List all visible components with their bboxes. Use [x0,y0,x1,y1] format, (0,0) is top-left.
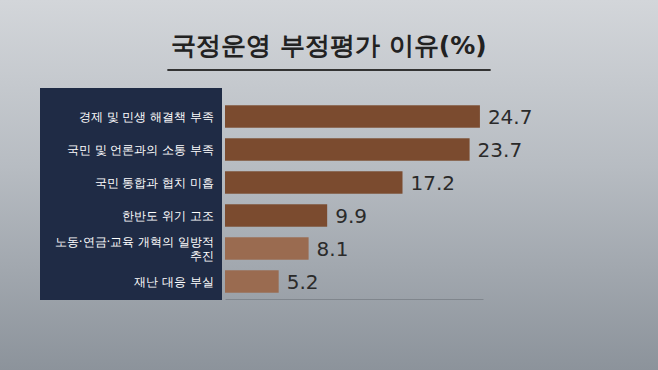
label-panel [40,88,222,300]
bar [225,138,470,160]
axis-line [226,299,484,300]
background [0,0,658,370]
category-label: 경제 및 민생 해결책 부족 [79,110,214,124]
title: 국정운영 부정평가 이유(%) [171,31,486,60]
value-label: 5.2 [287,270,319,294]
bars [225,105,480,292]
category-label: 한반도 위기 고조 [122,209,214,223]
value-label: 23.7 [478,138,523,162]
bar [225,171,403,193]
bar [225,105,480,127]
bar [225,204,327,226]
bar [225,237,309,259]
category-label: 국민 통합과 협치 미흡 [95,176,214,190]
category-label: 노동·연금·교육 개혁의 일방적추진 [55,235,214,263]
value-label: 9.9 [335,204,367,228]
category-label: 재난 대응 부실 [134,275,214,289]
x-axis [226,299,484,300]
bar [225,270,279,292]
chart: 국정운영 부정평가 이유(%) 경제 및 민생 해결책 부족국민 및 언론과의 소… [0,0,658,370]
value-label: 17.2 [411,171,456,195]
title-underline [167,69,490,71]
category-label: 국민 및 언론과의 소통 부족 [67,143,214,157]
value-label: 8.1 [317,237,349,261]
value-label: 24.7 [488,105,533,129]
